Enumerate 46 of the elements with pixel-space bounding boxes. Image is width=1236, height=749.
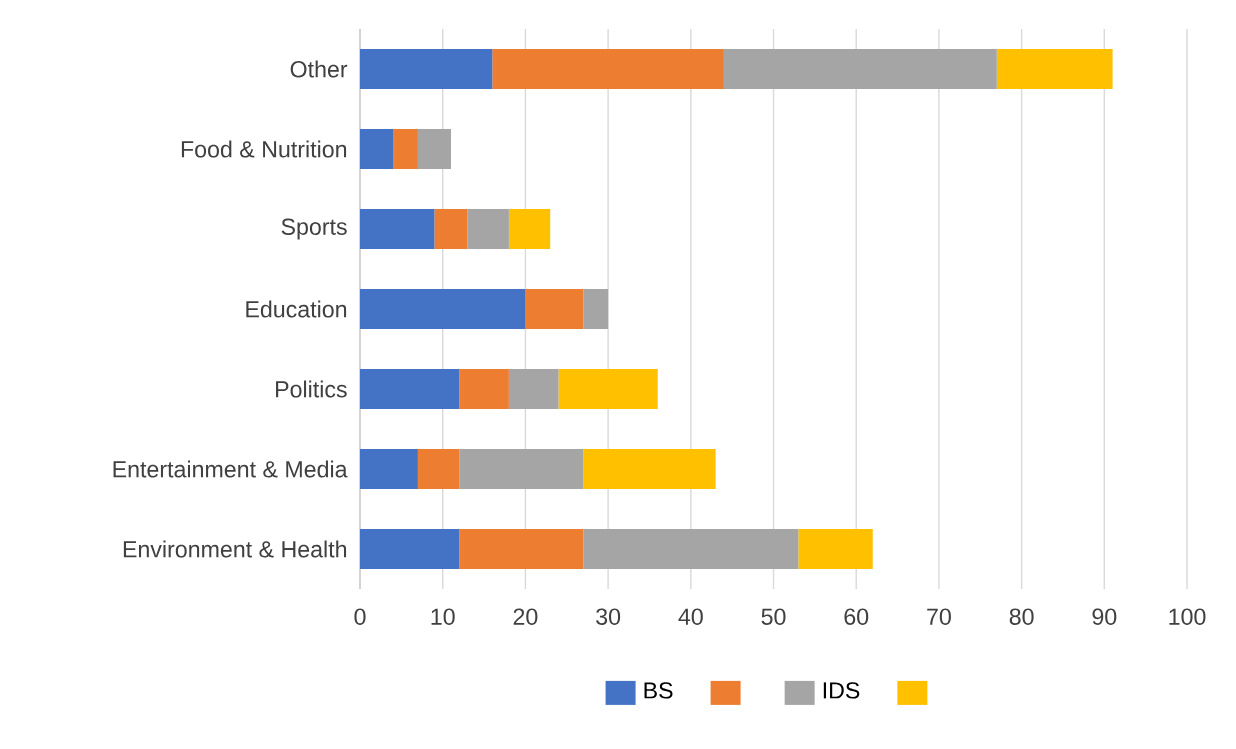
legend-label: IDS [823, 682, 860, 699]
y-tick-label: Environment & Health [123, 540, 347, 558]
legend-label: BS [644, 682, 673, 699]
bar [417, 449, 460, 490]
bar [467, 209, 509, 250]
x-tick-label: 30 [596, 608, 621, 625]
y-tick-label: Education [246, 300, 347, 318]
bar [360, 129, 394, 170]
x-tick-label: 50 [761, 608, 786, 625]
bar [798, 529, 873, 570]
x-tick-label: 20 [513, 608, 538, 625]
y-tick-label: Sports [281, 218, 347, 240]
y-tick-label: Other [290, 60, 348, 78]
bar [558, 369, 658, 410]
bar [459, 529, 584, 570]
bar [360, 289, 526, 330]
bar [723, 49, 997, 90]
x-tick-label: 70 [927, 608, 951, 625]
bar [360, 449, 418, 490]
bar [459, 449, 584, 490]
bar [583, 449, 716, 490]
bar [508, 209, 551, 250]
bar [492, 49, 724, 90]
x-tick-label: 10 [431, 608, 455, 625]
y-tick-label: Food & Nutrition [181, 140, 347, 158]
bar [434, 209, 468, 250]
y-tick-label: Entertainment & Media [113, 460, 348, 478]
bar [583, 529, 799, 570]
bar [996, 49, 1113, 90]
bar [360, 369, 460, 410]
bar [360, 529, 460, 570]
x-tick-label: 0 [354, 608, 366, 625]
bar [508, 369, 559, 410]
y-tick-label: Politics [276, 380, 347, 398]
x-tick-label: 60 [844, 608, 869, 625]
x-tick-label: 100 [1169, 608, 1206, 625]
x-tick-label: 80 [1009, 608, 1034, 625]
bar [459, 369, 509, 410]
x-tick-label: 90 [1092, 608, 1117, 625]
bar [525, 289, 584, 330]
bar [393, 129, 418, 170]
bar [360, 49, 493, 90]
bar [417, 129, 451, 170]
bar [583, 289, 609, 330]
bar [360, 209, 435, 250]
x-tick-label: 40 [678, 608, 703, 625]
